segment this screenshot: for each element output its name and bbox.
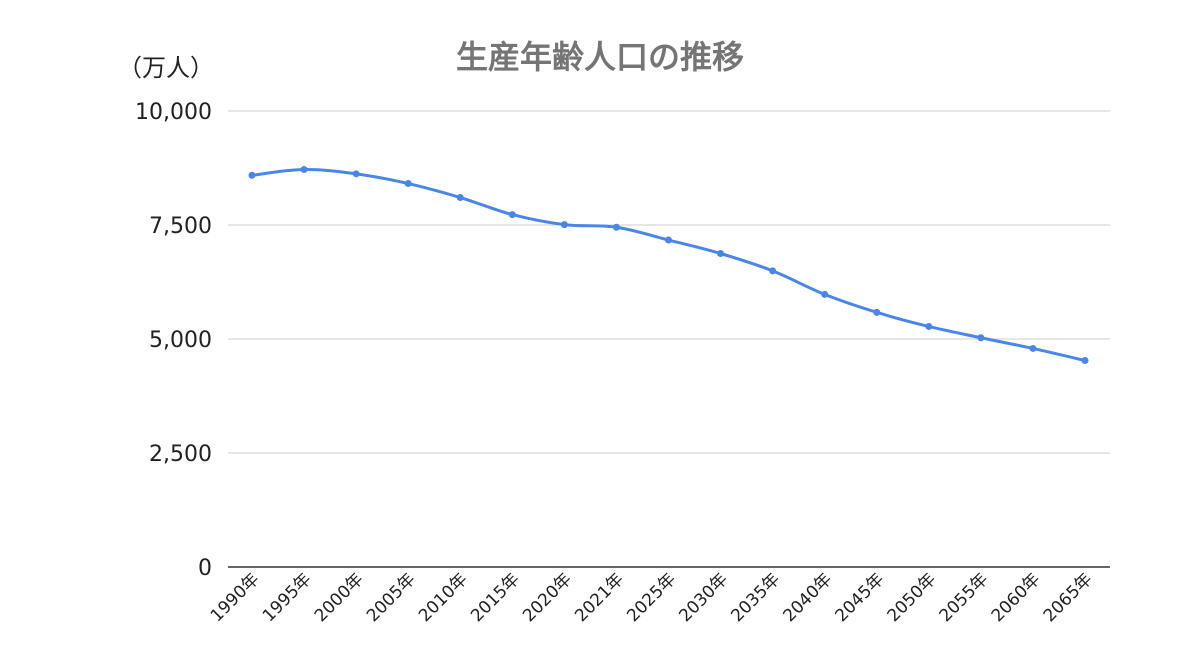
grid-lines (228, 110, 1110, 568)
y-axis-unit-label: （万人） (118, 54, 214, 82)
data-point (248, 171, 256, 179)
data-point (508, 211, 516, 219)
x-tick-label: 2060年 (988, 569, 1045, 626)
y-axis-ticks: 10,000 7,500 5,000 2,500 0 (135, 100, 212, 581)
data-point (873, 308, 881, 316)
x-tick-label: 2050年 (884, 569, 941, 626)
x-tick-label: 2021年 (571, 569, 628, 626)
data-point (925, 322, 933, 330)
data-point (665, 236, 672, 244)
x-tick-label: 2010年 (415, 569, 472, 626)
x-tick-label: 2035年 (727, 569, 784, 626)
x-tick-label: 2015年 (467, 569, 524, 626)
y-tick-label: 5,000 (149, 328, 212, 353)
x-tick-label: 2025年 (623, 569, 680, 626)
chart-title: 生産年齢人口の推移 (456, 38, 744, 76)
data-point (352, 170, 360, 178)
x-tick-label: 2045年 (832, 569, 889, 626)
x-tick-label: 2055年 (936, 569, 993, 626)
data-point (769, 267, 777, 275)
y-tick-label: 7,500 (149, 214, 212, 239)
series-line (250, 168, 1087, 362)
data-point (456, 194, 464, 202)
x-tick-label: 2005年 (363, 569, 420, 626)
x-tick-label: 2030年 (675, 569, 732, 626)
data-point (612, 223, 620, 231)
x-tick-label: 1990年 (207, 569, 264, 626)
x-tick-label: 2040年 (779, 569, 836, 626)
data-point (717, 250, 725, 257)
y-tick-label: 10,000 (135, 100, 212, 125)
data-point (977, 334, 985, 342)
data-point (560, 221, 568, 229)
y-tick-label: 0 (198, 556, 212, 581)
x-tick-label: 1995年 (259, 569, 316, 626)
data-point (300, 166, 308, 174)
series-group (248, 166, 1089, 364)
y-tick-label: 2,500 (149, 442, 212, 467)
data-point (1081, 356, 1089, 364)
x-axis-ticks: 1990年1995年2000年2005年2010年2015年2020年2021年… (207, 569, 1097, 626)
x-tick-label: 2000年 (311, 569, 368, 626)
x-tick-label: 2065年 (1040, 569, 1097, 626)
data-point (1029, 344, 1037, 352)
data-point (404, 180, 412, 188)
x-tick-label: 2020年 (519, 569, 576, 626)
data-point (821, 290, 829, 298)
